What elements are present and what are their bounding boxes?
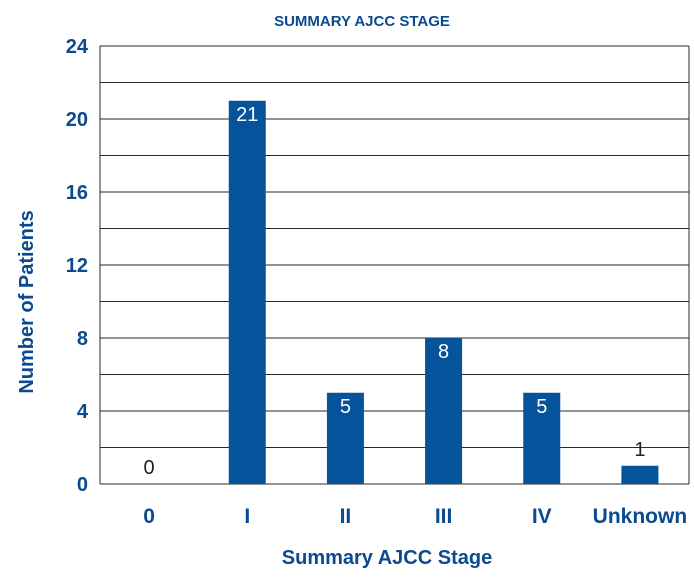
x-tick-label: IV [532,505,552,528]
y-axis-label: Number of Patients [16,210,38,393]
y-tick-label: 12 [66,255,88,277]
x-tick-label: 0 [143,505,155,528]
bar [228,100,266,484]
y-tick-labels: 0 4 8 12 16 20 24 [66,36,89,496]
y-tick-label: 0 [77,474,88,496]
data-label: 5 [340,396,351,418]
data-label: 21 [236,104,258,126]
data-label: 8 [438,341,449,363]
y-tick-label: 4 [77,401,89,423]
data-labels: 0 21 5 8 5 1 [144,104,646,479]
data-label: 0 [144,457,155,479]
y-tick-label: 8 [77,328,88,350]
x-tick-labels: 0 I II III IV Unknown [143,505,687,528]
data-label: 5 [536,396,547,418]
bar [621,465,659,484]
y-tick-label: 24 [66,36,89,58]
gridlines [99,45,690,485]
y-tick-label: 20 [66,109,88,131]
x-tick-label: II [340,505,352,528]
bars [228,100,659,484]
bar [425,338,463,484]
x-tick-label: I [244,505,250,528]
x-tick-label: III [435,505,453,528]
x-axis-label: Summary AJCC Stage [282,547,492,569]
data-label: 1 [634,439,645,461]
y-tick-label: 16 [66,182,88,204]
bar [523,392,561,484]
x-tick-label: Unknown [593,505,688,528]
chart-title: SUMMARY AJCC STAGE [274,13,450,30]
bar [326,392,364,484]
